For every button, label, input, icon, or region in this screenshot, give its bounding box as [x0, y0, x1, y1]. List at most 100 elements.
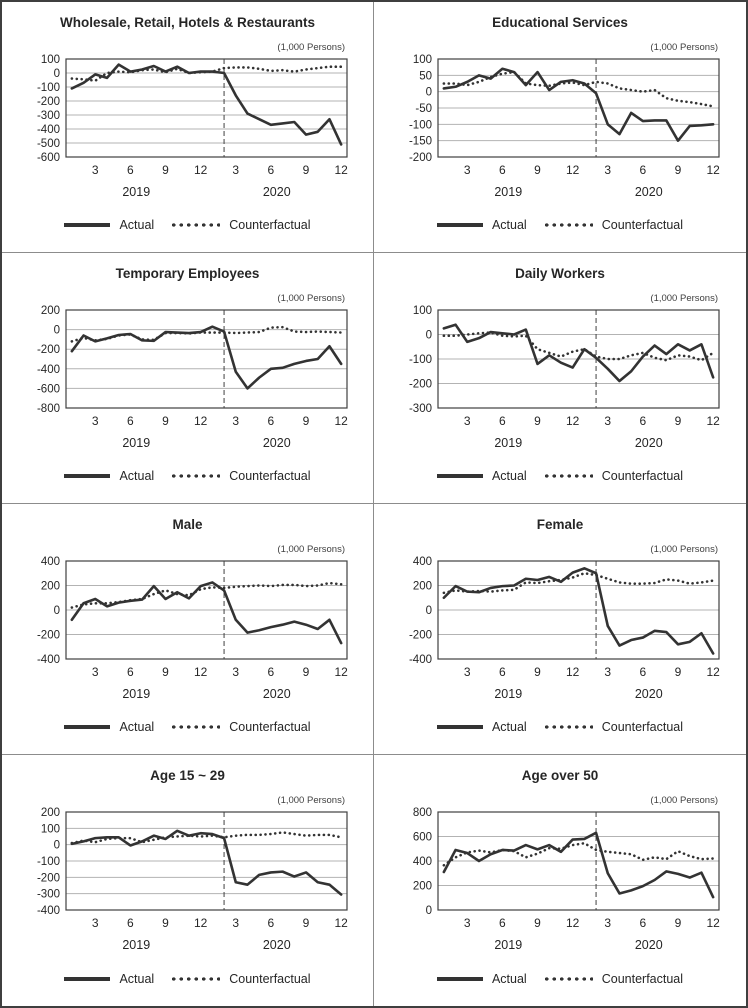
svg-text:2019: 2019: [122, 185, 150, 199]
line-chart: 100 0 -100 -200 -300 3 6 9 12 3 6 9 12 2019 2020: [409, 305, 720, 450]
svg-text:2020: 2020: [635, 185, 663, 199]
svg-text:2020: 2020: [263, 687, 291, 701]
svg-text:6: 6: [268, 916, 275, 930]
svg-text:-300: -300: [37, 889, 60, 901]
svg-text:3: 3: [92, 414, 99, 428]
svg-text:12: 12: [194, 916, 208, 930]
line-chart: 100 50 0 -50 -100 -150 -200 3 6 9 12 3 6 9 12 2019 2020: [409, 54, 720, 199]
counterfactual-dots-swatch: [542, 223, 593, 227]
counterfactual-dots-swatch: [170, 725, 221, 729]
unit-label: (1,000 Persons): [277, 293, 345, 304]
legend-actual-label: Actual: [491, 972, 527, 986]
actual-line-swatch: [436, 977, 483, 981]
svg-text:-50: -50: [415, 103, 432, 115]
svg-text:0: 0: [426, 605, 432, 617]
svg-text:2019: 2019: [494, 938, 522, 952]
svg-text:600: 600: [413, 832, 432, 844]
unit-label: (1,000 Persons): [650, 544, 718, 555]
svg-text:3: 3: [604, 665, 611, 679]
svg-text:12: 12: [334, 916, 348, 930]
svg-text:12: 12: [706, 916, 720, 930]
svg-text:-200: -200: [37, 344, 60, 356]
svg-text:3: 3: [464, 916, 471, 930]
svg-text:12: 12: [194, 414, 208, 428]
svg-text:3: 3: [604, 163, 611, 177]
svg-text:-200: -200: [37, 96, 60, 108]
svg-text:6: 6: [127, 414, 134, 428]
svg-text:3: 3: [464, 163, 471, 177]
panel-temporary-employees: Temporary Employees (1,000 Persons) 200 0…: [2, 253, 374, 504]
line-chart: 800 600 400 200 0 3 6 9 12 3 6 9 12 2019 2020: [413, 807, 720, 952]
svg-text:9: 9: [534, 414, 541, 428]
svg-text:-400: -400: [37, 124, 60, 136]
svg-text:100: 100: [413, 54, 432, 66]
unit-label: (1,000 Persons): [650, 42, 718, 53]
actual-line-swatch: [64, 977, 111, 981]
svg-text:-800: -800: [37, 403, 60, 415]
chart-title: Age 15 ~ 29: [150, 768, 225, 783]
panel-male: Male (1,000 Persons) 400 200 0 -200 -400 3 6 9 1…: [2, 504, 374, 755]
svg-text:12: 12: [566, 414, 580, 428]
svg-text:9: 9: [675, 665, 682, 679]
svg-text:3: 3: [232, 163, 239, 177]
svg-text:2019: 2019: [494, 687, 522, 701]
svg-text:6: 6: [127, 916, 134, 930]
unit-label: (1,000 Persons): [277, 544, 345, 555]
svg-text:9: 9: [534, 916, 541, 930]
svg-text:50: 50: [419, 70, 432, 82]
legend-counterfactual-label: Counterfactual: [601, 972, 684, 986]
svg-text:9: 9: [675, 163, 682, 177]
actual-line-swatch: [436, 223, 483, 227]
line-chart: 400 200 0 -200 -400 3 6 9 12 3 6 9 12 2019 2020: [409, 556, 720, 701]
svg-text:100: 100: [413, 305, 432, 317]
unit-label: (1,000 Persons): [650, 795, 718, 806]
counterfactual-dots-swatch: [170, 977, 221, 981]
svg-text:9: 9: [162, 414, 169, 428]
chart-title: Temporary Employees: [115, 266, 260, 281]
actual-line-swatch: [436, 474, 483, 478]
svg-text:2019: 2019: [122, 938, 150, 952]
unit-label: (1,000 Persons): [277, 795, 345, 806]
counterfactual-dots-swatch: [542, 474, 593, 478]
svg-text:6: 6: [499, 665, 506, 679]
svg-text:12: 12: [334, 163, 348, 177]
legend-counterfactual-label: Counterfactual: [229, 720, 311, 734]
svg-text:2020: 2020: [263, 436, 291, 450]
svg-text:3: 3: [604, 414, 611, 428]
svg-text:-400: -400: [409, 654, 432, 666]
svg-text:200: 200: [413, 881, 432, 893]
legend-actual-label: Actual: [491, 469, 527, 483]
svg-text:3: 3: [464, 665, 471, 679]
svg-text:-300: -300: [37, 110, 60, 122]
svg-text:-400: -400: [37, 905, 60, 917]
svg-text:0: 0: [426, 330, 432, 342]
chart-legend: Actual Counterfactual: [2, 972, 373, 986]
svg-text:-150: -150: [409, 136, 432, 148]
svg-text:3: 3: [92, 665, 99, 679]
chart-title: Educational Services: [492, 15, 628, 30]
panel-female: Female (1,000 Persons) 400 200 0 -200 -400 3 6…: [374, 504, 746, 755]
svg-text:6: 6: [499, 163, 506, 177]
svg-text:400: 400: [413, 556, 432, 568]
svg-text:12: 12: [706, 414, 720, 428]
svg-text:2020: 2020: [635, 436, 663, 450]
svg-text:2020: 2020: [635, 938, 663, 952]
svg-text:9: 9: [303, 414, 310, 428]
svg-text:3: 3: [232, 414, 239, 428]
svg-text:-600: -600: [37, 383, 60, 395]
svg-text:-400: -400: [37, 654, 60, 666]
svg-text:2020: 2020: [263, 938, 291, 952]
svg-text:0: 0: [54, 605, 60, 617]
svg-text:0: 0: [54, 68, 60, 80]
svg-text:12: 12: [706, 665, 720, 679]
svg-text:0: 0: [426, 905, 432, 917]
svg-text:6: 6: [640, 414, 647, 428]
actual-line-swatch: [436, 725, 483, 729]
svg-text:6: 6: [268, 414, 275, 428]
svg-text:6: 6: [127, 665, 134, 679]
svg-text:9: 9: [303, 163, 310, 177]
svg-text:3: 3: [232, 916, 239, 930]
svg-text:6: 6: [268, 163, 275, 177]
svg-text:12: 12: [706, 163, 720, 177]
